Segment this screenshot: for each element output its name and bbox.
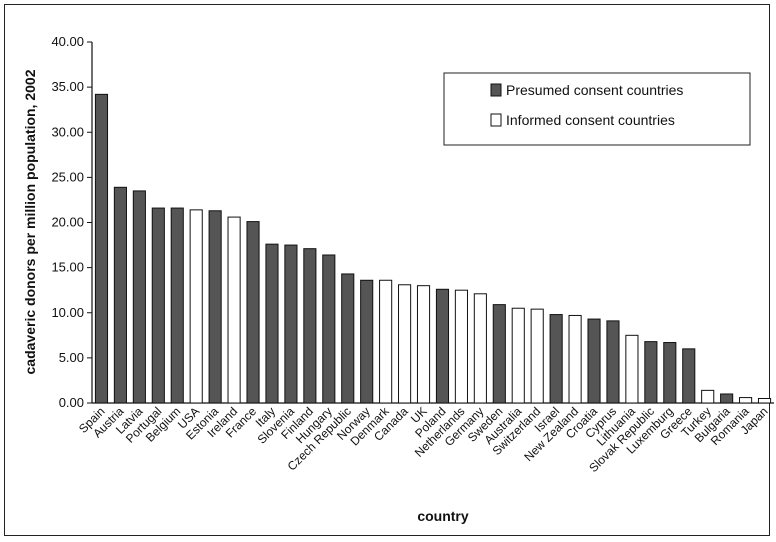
y-tick-label: 0.00 (59, 395, 84, 410)
bar (284, 244, 298, 404)
bar (757, 397, 772, 404)
bar (739, 397, 753, 404)
x-axis-label: country (417, 508, 469, 524)
bar (246, 221, 260, 404)
y-tick-label: 10.00 (51, 305, 84, 320)
bar (208, 210, 222, 404)
bar (132, 190, 146, 404)
bar (530, 308, 544, 404)
bar (606, 320, 620, 404)
bar (265, 243, 279, 404)
bar (701, 389, 715, 404)
bar (549, 314, 563, 404)
bar (303, 248, 317, 404)
bar (644, 341, 658, 404)
bar (587, 318, 601, 404)
bar (492, 304, 506, 404)
bar (151, 207, 165, 404)
legend: Presumed consent countries Informed cons… (443, 72, 751, 146)
legend-swatch-presumed (490, 83, 502, 97)
bar (435, 288, 450, 404)
bar (663, 342, 677, 404)
legend-label-informed: Informed consent countries (506, 112, 675, 128)
bar (398, 284, 412, 404)
y-tick-label: 40.00 (51, 34, 84, 49)
y-tick-label: 20.00 (51, 215, 84, 230)
y-tick-label: 30.00 (51, 124, 84, 139)
y-tick-label: 5.00 (59, 350, 84, 365)
y-axis-label: cadaveric donors per million population,… (22, 69, 38, 374)
bar (113, 186, 127, 404)
bar (189, 209, 203, 404)
y-tick-label: 15.00 (51, 260, 84, 275)
bar (473, 293, 487, 404)
legend-swatch-informed (490, 113, 502, 127)
legend-label-presumed: Presumed consent countries (506, 82, 683, 98)
bar (720, 393, 734, 404)
bar (94, 93, 109, 404)
y-tick-label: 35.00 (51, 79, 84, 94)
bar (568, 314, 582, 404)
bar (511, 307, 525, 404)
bar (682, 348, 696, 404)
y-tick-label: 25.00 (51, 169, 84, 184)
bar (454, 289, 468, 404)
bar (170, 207, 184, 404)
bar (227, 216, 241, 404)
bar (625, 334, 639, 404)
bar (416, 285, 431, 404)
bar (322, 254, 336, 404)
bar (360, 279, 374, 404)
bar (379, 279, 393, 404)
bar (341, 273, 355, 404)
